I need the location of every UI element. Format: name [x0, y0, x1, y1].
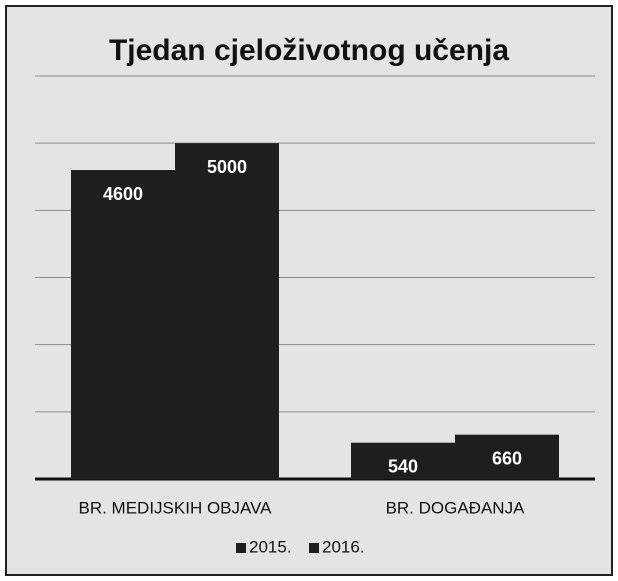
data-label: 540 [388, 456, 418, 476]
data-label: 5000 [207, 157, 247, 177]
data-label: 4600 [103, 184, 143, 204]
bar [175, 143, 279, 479]
legend-swatch [309, 543, 319, 553]
x-tick-label: BR. MEDIJSKIH OBJAVA [78, 498, 272, 517]
x-tick-label: BR. DOGAĐANJA [386, 498, 526, 517]
chart-title: Tjedan cjeloživotnog učenja [109, 34, 509, 67]
legend-swatch [236, 543, 246, 553]
bar [71, 170, 175, 480]
bar [455, 434, 559, 479]
legend-label: 2016. [322, 537, 365, 556]
data-label: 660 [492, 448, 522, 468]
legend-label: 2015. [249, 537, 292, 556]
bar [351, 442, 455, 479]
